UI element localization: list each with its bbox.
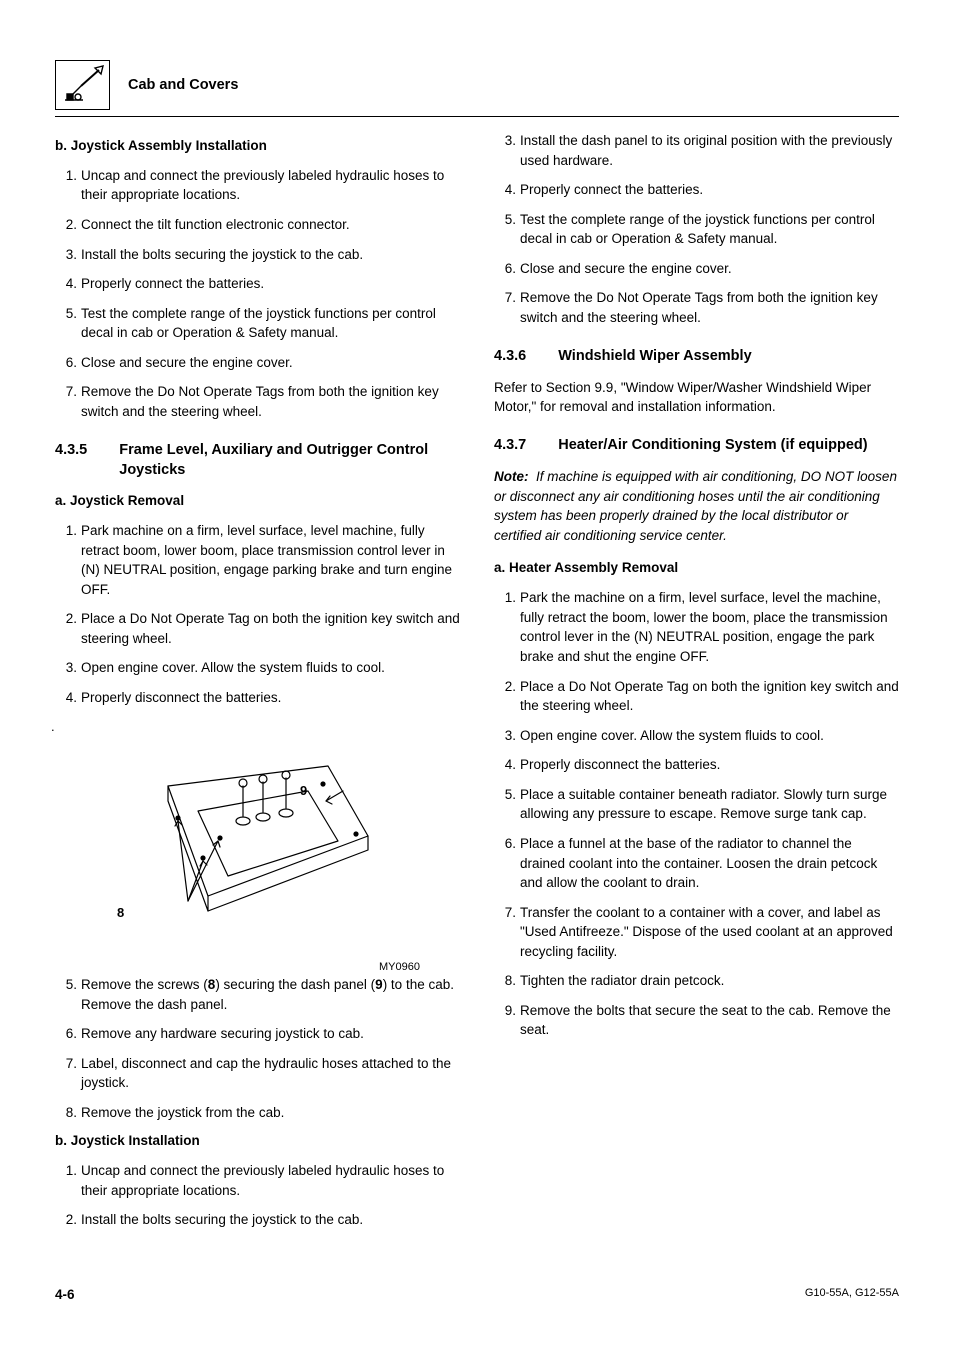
- heading-4-3-5: 4.3.5 Frame Level, Auxiliary and Outrigg…: [55, 440, 460, 481]
- step-item: Label, disconnect and cap the hydraulic …: [81, 1054, 460, 1093]
- note-paragraph: Note: If machine is equipped with air co…: [494, 467, 899, 545]
- heading-number: 4.3.5: [55, 440, 87, 481]
- step-item: Remove any hardware securing joystick to…: [81, 1024, 460, 1044]
- figure-caption: MY0960: [55, 960, 460, 975]
- step-item: Test the complete range of the joystick …: [520, 210, 899, 249]
- step-item: Park the machine on a firm, level surfac…: [520, 588, 899, 666]
- note-body: If machine is equipped with air conditio…: [494, 469, 897, 543]
- step-item: Place a suitable container beneath radia…: [520, 785, 899, 824]
- step-list: Park machine on a firm, level surface, l…: [55, 521, 460, 708]
- section-icon: [55, 60, 110, 110]
- heading-4-3-7: 4.3.7 Heater/Air Conditioning System (if…: [494, 435, 899, 455]
- subheading: b. Joystick Assembly Installation: [55, 137, 460, 156]
- left-column: b. Joystick Assembly Installation Uncap …: [55, 131, 460, 1240]
- step-item: Install the bolts securing the joystick …: [81, 1210, 460, 1230]
- right-column: Install the dash panel to its original p…: [494, 131, 899, 1240]
- heading-4-3-6: 4.3.6 Windshield Wiper Assembly: [494, 346, 899, 366]
- step-item: Remove the bolts that secure the seat to…: [520, 1001, 899, 1040]
- step-item: Properly connect the batteries.: [520, 180, 899, 200]
- step-item: Open engine cover. Allow the system flui…: [520, 726, 899, 746]
- step-item: Place a funnel at the base of the radiat…: [520, 834, 899, 893]
- paragraph: Refer to Section 9.9, "Window Wiper/Wash…: [494, 378, 899, 417]
- dash-panel-figure: 8 9: [55, 746, 460, 952]
- heading-text: Windshield Wiper Assembly: [558, 346, 751, 366]
- subheading: b. Joystick Installation: [55, 1132, 460, 1151]
- note-label: Note:: [494, 469, 529, 484]
- step-item: Properly connect the batteries.: [81, 274, 460, 294]
- step-item: Place a Do Not Operate Tag on both the i…: [81, 609, 460, 648]
- step-item: Remove the joystick from the cab.: [81, 1103, 460, 1123]
- heading-text: Heater/Air Conditioning System (if equip…: [558, 435, 867, 455]
- dot: .: [51, 718, 460, 736]
- step-item: Remove the Do Not Operate Tags from both…: [520, 288, 899, 327]
- step-list: Park the machine on a firm, level surfac…: [494, 588, 899, 1040]
- step-item: Install the dash panel to its original p…: [520, 131, 899, 170]
- content-columns: b. Joystick Assembly Installation Uncap …: [55, 131, 899, 1240]
- step-item: Properly disconnect the batteries.: [81, 688, 460, 708]
- subheading: a. Joystick Removal: [55, 492, 460, 511]
- page-number: 4-6: [55, 1286, 75, 1305]
- heading-text: Frame Level, Auxiliary and Outrigger Con…: [119, 440, 460, 481]
- step-item: Uncap and connect the previously labeled…: [81, 1161, 460, 1200]
- step-item: Tighten the radiator drain petcock.: [520, 971, 899, 991]
- model-number: G10-55A, G12-55A: [805, 1286, 899, 1305]
- header-rule: [55, 116, 899, 117]
- step-item: Uncap and connect the previously labeled…: [81, 166, 460, 205]
- step-item: Transfer the coolant to a container with…: [520, 903, 899, 962]
- step-item: Remove the screws (8) securing the dash …: [81, 975, 460, 1014]
- step-item: Open engine cover. Allow the system flui…: [81, 658, 460, 678]
- step-list: Uncap and connect the previously labeled…: [55, 166, 460, 422]
- step-list: Install the dash panel to its original p…: [494, 131, 899, 328]
- step-item: Close and secure the engine cover.: [520, 259, 899, 279]
- section-title: Cab and Covers: [128, 75, 238, 95]
- step-item: Properly disconnect the batteries.: [520, 755, 899, 775]
- figure-callout-8: 8: [117, 904, 124, 922]
- step-item: Test the complete range of the joystick …: [81, 304, 460, 343]
- subheading: a. Heater Assembly Removal: [494, 559, 899, 578]
- heading-number: 4.3.6: [494, 346, 526, 366]
- step-item: Install the bolts securing the joystick …: [81, 245, 460, 265]
- page-header: Cab and Covers: [55, 60, 899, 110]
- step-item: Close and secure the engine cover.: [81, 353, 460, 373]
- step-item: Place a Do Not Operate Tag on both the i…: [520, 677, 899, 716]
- figure-callout-9: 9: [300, 782, 307, 800]
- heading-number: 4.3.7: [494, 435, 526, 455]
- step-list: Uncap and connect the previously labeled…: [55, 1161, 460, 1230]
- step-item: Park machine on a firm, level surface, l…: [81, 521, 460, 599]
- step-item: Connect the tilt function electronic con…: [81, 215, 460, 235]
- step-item: Remove the Do Not Operate Tags from both…: [81, 382, 460, 421]
- page-footer: 4-6 G10-55A, G12-55A: [55, 1286, 899, 1305]
- step-list: Remove the screws (8) securing the dash …: [55, 975, 460, 1122]
